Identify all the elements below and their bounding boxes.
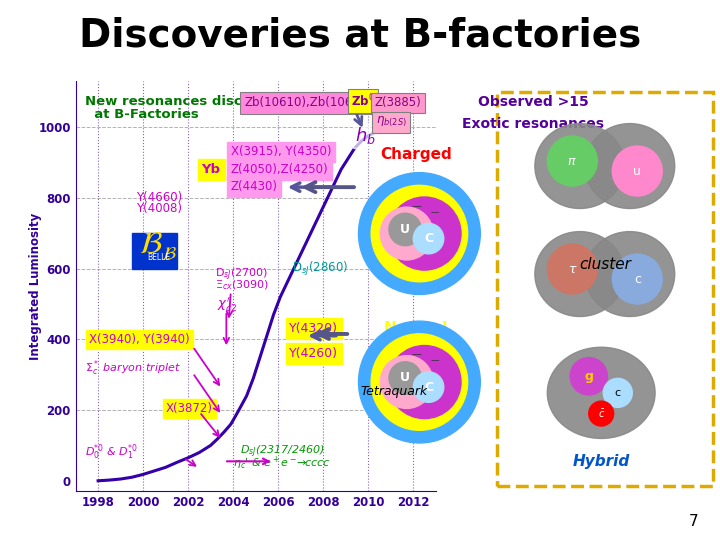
Circle shape: [389, 213, 421, 246]
Text: C: C: [424, 232, 433, 245]
Text: $\eta_c$' & $e^+e^-\!\!\to\!\!cccc$: $\eta_c$' & $e^+e^-\!\!\to\!\!cccc$: [233, 455, 330, 472]
Circle shape: [413, 224, 444, 254]
FancyBboxPatch shape: [132, 233, 177, 268]
Text: $\mathcal{B}$: $\mathcal{B}$: [161, 245, 176, 264]
Text: Neutral: Neutral: [384, 321, 448, 336]
Text: Charged: Charged: [380, 147, 451, 162]
Circle shape: [389, 362, 421, 394]
Text: $\chi_{c2}'$: $\chi_{c2}'$: [217, 295, 238, 313]
Text: cluster: cluster: [579, 257, 631, 272]
Text: $\pi$: $\pi$: [567, 154, 577, 167]
Text: Y(4260): Y(4260): [289, 347, 338, 360]
Text: Y(4660): Y(4660): [136, 191, 183, 204]
Text: $\mathcal{B}$: $\mathcal{B}$: [139, 230, 163, 259]
Text: Discoveries at B-factories: Discoveries at B-factories: [79, 16, 641, 54]
Ellipse shape: [535, 232, 625, 316]
Circle shape: [359, 321, 480, 443]
Text: U: U: [400, 372, 410, 384]
Text: Yb: Yb: [202, 163, 220, 176]
Text: Z(4430): Z(4430): [231, 180, 278, 193]
Ellipse shape: [585, 124, 675, 208]
Text: u: u: [634, 165, 642, 178]
Text: Z(4050),Z(4250): Z(4050),Z(4250): [231, 163, 328, 176]
Text: c: c: [634, 273, 641, 286]
Text: —: —: [412, 349, 422, 359]
Text: $\eta_{b(2S)}$: $\eta_{b(2S)}$: [376, 115, 407, 129]
Circle shape: [612, 254, 662, 304]
Text: U: U: [400, 223, 410, 236]
Text: X(3872): X(3872): [166, 402, 212, 415]
Circle shape: [372, 185, 467, 282]
Text: D$_{sJ}$(2700): D$_{sJ}$(2700): [215, 267, 269, 283]
Circle shape: [547, 244, 598, 294]
Text: $\Xi_{cx}$(3090): $\Xi_{cx}$(3090): [215, 278, 269, 292]
Text: $\Sigma_c^*$ baryon triplet: $\Sigma_c^*$ baryon triplet: [84, 358, 181, 377]
Text: $\tau$: $\tau$: [567, 262, 577, 275]
Text: Zb$^0$: Zb$^0$: [351, 93, 375, 110]
Circle shape: [570, 357, 608, 395]
Circle shape: [388, 197, 461, 270]
Text: $h_b$: $h_b$: [354, 125, 375, 146]
Text: X(3940), Y(3940): X(3940), Y(3940): [89, 333, 190, 346]
Text: C: C: [424, 381, 433, 394]
Text: 7: 7: [689, 514, 698, 529]
Text: Hybrid: Hybrid: [572, 454, 630, 469]
Text: —: —: [431, 356, 438, 365]
Ellipse shape: [585, 232, 675, 316]
Text: Z(3885): Z(3885): [375, 97, 422, 110]
Text: —: —: [431, 208, 438, 217]
Circle shape: [413, 372, 444, 402]
Ellipse shape: [535, 124, 625, 208]
Text: D$_{sJ}$(2860): D$_{sJ}$(2860): [292, 260, 348, 278]
Circle shape: [380, 207, 433, 260]
Text: $\bar{c}$: $\bar{c}$: [598, 408, 605, 420]
Text: X(3915), Y(4350): X(3915), Y(4350): [231, 145, 331, 158]
Text: —: —: [412, 201, 422, 211]
Text: BELLE: BELLE: [148, 253, 171, 262]
Circle shape: [380, 356, 433, 408]
Text: Exotic resonances: Exotic resonances: [462, 117, 604, 131]
Ellipse shape: [547, 347, 655, 438]
Circle shape: [372, 334, 467, 430]
Text: Y(4320): Y(4320): [289, 322, 338, 335]
Circle shape: [359, 173, 480, 294]
Circle shape: [388, 346, 461, 418]
Circle shape: [547, 136, 598, 186]
Circle shape: [589, 401, 613, 426]
Text: at B-Factories: at B-Factories: [84, 107, 198, 120]
Text: Integrated Luminosity: Integrated Luminosity: [30, 213, 42, 360]
Text: Y(4008): Y(4008): [136, 202, 182, 215]
Text: Observed >15: Observed >15: [478, 95, 588, 109]
Text: New resonances discovered: New resonances discovered: [84, 95, 293, 108]
Circle shape: [612, 146, 662, 196]
Circle shape: [603, 379, 632, 407]
Text: Tetraquark: Tetraquark: [361, 385, 428, 398]
Text: D$_{sJ}$(2317/2460): D$_{sJ}$(2317/2460): [240, 444, 325, 460]
Text: Zb(10610),Zb(10650): Zb(10610),Zb(10650): [244, 97, 372, 110]
Text: g: g: [585, 370, 593, 383]
Text: c: c: [615, 388, 621, 398]
Text: D$_0^{*0}$ & D$_1^{*0}$: D$_0^{*0}$ & D$_1^{*0}$: [84, 443, 137, 462]
